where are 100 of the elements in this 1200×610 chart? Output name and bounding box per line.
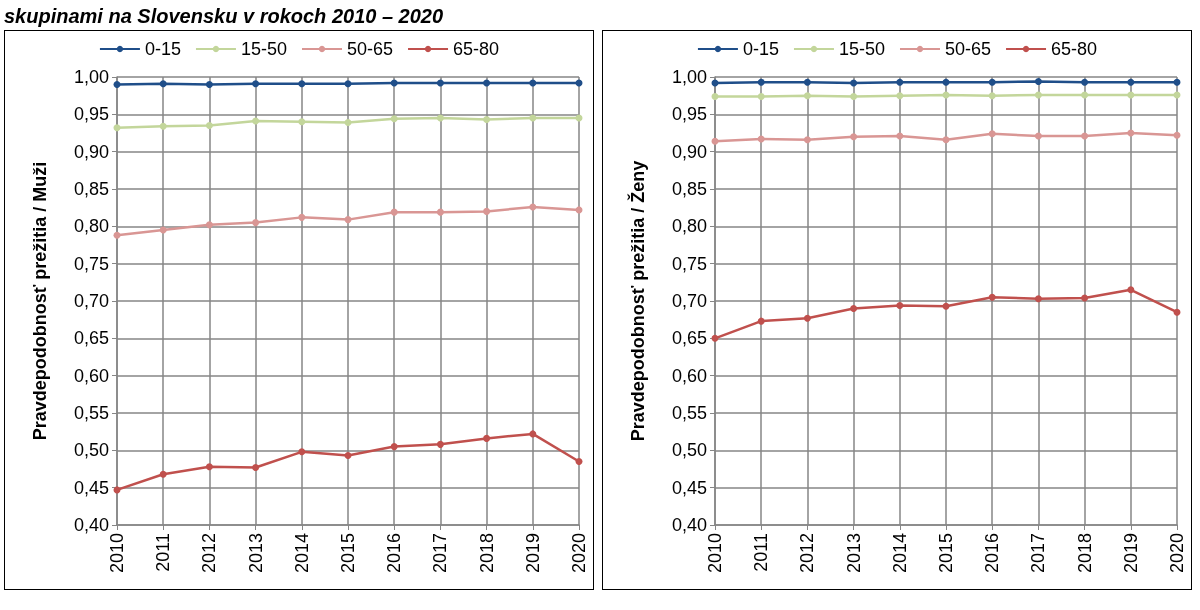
y-tick-label: 0,75 xyxy=(671,253,707,274)
point xyxy=(803,92,811,100)
point xyxy=(252,80,260,88)
point xyxy=(344,80,352,88)
point xyxy=(988,130,996,138)
x-tick-label: 2011 xyxy=(751,533,772,572)
point xyxy=(1081,91,1089,99)
point xyxy=(483,207,491,215)
y-tick-label: 0,60 xyxy=(671,365,707,386)
point xyxy=(298,213,306,221)
x-tick-label: 2018 xyxy=(1074,533,1095,574)
point xyxy=(757,317,765,325)
point xyxy=(159,226,167,234)
x-tick-label: 2010 xyxy=(107,533,127,574)
x-tick-label: 2015 xyxy=(936,533,956,574)
point xyxy=(711,92,719,100)
point xyxy=(529,430,537,438)
point xyxy=(529,79,537,87)
point xyxy=(483,116,491,124)
x-tick-label: 2019 xyxy=(1120,533,1141,574)
point xyxy=(529,203,537,211)
point xyxy=(1173,78,1181,86)
legend-label: 65-80 xyxy=(1051,39,1098,59)
legend-label: 65-80 xyxy=(453,39,500,59)
y-tick-label: 0,80 xyxy=(671,216,707,237)
point xyxy=(942,78,950,86)
point xyxy=(298,448,306,456)
point xyxy=(757,135,765,143)
point xyxy=(1081,294,1089,302)
legend-label: 0-15 xyxy=(144,39,181,59)
y-tick-label: 0,95 xyxy=(73,104,109,125)
point xyxy=(1127,286,1135,294)
point xyxy=(344,119,352,127)
x-tick-label: 2015 xyxy=(338,533,358,574)
point xyxy=(1081,132,1089,140)
x-tick-label: 2019 xyxy=(522,533,543,574)
y-tick-label: 0,65 xyxy=(73,328,109,349)
point xyxy=(850,304,858,312)
point xyxy=(252,117,260,125)
y-tick-label: 0,50 xyxy=(671,440,707,461)
point xyxy=(1173,131,1181,139)
x-tick-label: 2013 xyxy=(843,533,864,574)
y-tick-label: 0,70 xyxy=(671,291,707,311)
y-tick-label: 1,00 xyxy=(671,67,707,87)
y-axis-title: Pravdepodobnosť prežitia / Ženy xyxy=(627,160,648,442)
point xyxy=(988,78,996,86)
point xyxy=(252,219,260,227)
point xyxy=(757,92,765,100)
point xyxy=(896,92,904,100)
point xyxy=(850,133,858,141)
point xyxy=(159,80,167,88)
y-tick-label: 0,85 xyxy=(671,179,707,199)
point xyxy=(298,118,306,126)
y-tick-label: 0,40 xyxy=(671,515,707,535)
y-tick-label: 0,55 xyxy=(671,403,707,423)
legend-label: 15-50 xyxy=(240,39,287,59)
point xyxy=(1034,132,1042,140)
point xyxy=(390,115,398,123)
point xyxy=(159,122,167,130)
y-tick-label: 0,90 xyxy=(671,141,707,162)
y-tick-label: 1,00 xyxy=(73,67,109,87)
point xyxy=(205,122,213,130)
point xyxy=(159,470,167,478)
point xyxy=(942,302,950,310)
point xyxy=(113,124,121,132)
point xyxy=(896,301,904,309)
y-tick-label: 0,40 xyxy=(73,515,109,535)
point xyxy=(803,78,811,86)
x-tick-label: 2014 xyxy=(291,533,312,574)
legend-label: 15-50 xyxy=(838,39,885,59)
point xyxy=(344,452,352,460)
y-tick-label: 0,45 xyxy=(671,477,707,498)
point xyxy=(1034,77,1042,85)
point xyxy=(1034,295,1042,303)
point xyxy=(298,80,306,88)
point xyxy=(1173,308,1181,316)
point xyxy=(757,78,765,86)
y-tick-label: 0,85 xyxy=(73,179,109,199)
point xyxy=(1127,129,1135,137)
point xyxy=(1081,78,1089,86)
point xyxy=(436,79,444,87)
point xyxy=(252,464,260,471)
x-tick-label: 2018 xyxy=(476,533,497,574)
point xyxy=(205,463,213,471)
chart-title: skupinami na Slovensku v rokoch 2010 – 2020 xyxy=(4,4,445,29)
point xyxy=(575,458,583,466)
point xyxy=(390,443,398,451)
point xyxy=(1127,91,1135,99)
legend-label: 0-15 xyxy=(742,39,779,59)
point xyxy=(483,434,491,442)
y-tick-label: 0,75 xyxy=(73,253,109,274)
point xyxy=(803,136,811,144)
point xyxy=(344,216,352,224)
x-tick-label: 2020 xyxy=(1167,533,1187,574)
y-tick-label: 0,65 xyxy=(671,328,707,349)
point xyxy=(988,92,996,100)
point xyxy=(850,92,858,100)
point xyxy=(711,137,719,145)
x-tick-label: 2012 xyxy=(797,533,818,574)
point xyxy=(113,231,121,239)
